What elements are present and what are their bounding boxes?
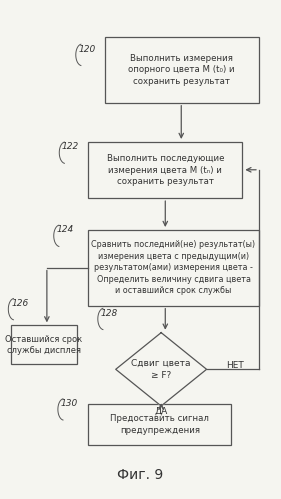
Text: 130: 130 [61,399,78,408]
FancyBboxPatch shape [88,404,231,445]
Text: Оставшийся срок
службы дисплея: Оставшийся срок службы дисплея [6,335,83,355]
Text: Предоставить сигнал
предупреждения: Предоставить сигнал предупреждения [110,414,209,435]
Text: 128: 128 [101,308,118,317]
Text: Сравнить последний(не) результат(ы)
измерения цвета с предыдущим(и)
результатом(: Сравнить последний(не) результат(ы) изме… [92,241,256,295]
FancyBboxPatch shape [88,230,259,306]
Text: Выполнить последующие
измерения цвета М (tₙ) и
сохранить результат: Выполнить последующие измерения цвета М … [106,154,224,186]
Text: 124: 124 [56,226,74,235]
FancyBboxPatch shape [88,142,243,198]
Text: Фиг. 9: Фиг. 9 [117,469,164,483]
Polygon shape [116,333,207,406]
Text: 120: 120 [79,44,96,53]
Text: Выполнить измерения
опорного цвета М (t₀) и
сохранить результат: Выполнить измерения опорного цвета М (t₀… [128,54,235,86]
Text: Сдвиг цвета
≥ F?: Сдвиг цвета ≥ F? [132,359,191,380]
Text: НЕТ: НЕТ [226,361,244,370]
FancyBboxPatch shape [11,325,77,364]
Text: ДА: ДА [155,406,168,415]
Text: 126: 126 [11,299,28,308]
Text: 122: 122 [62,142,79,151]
FancyBboxPatch shape [105,37,259,103]
